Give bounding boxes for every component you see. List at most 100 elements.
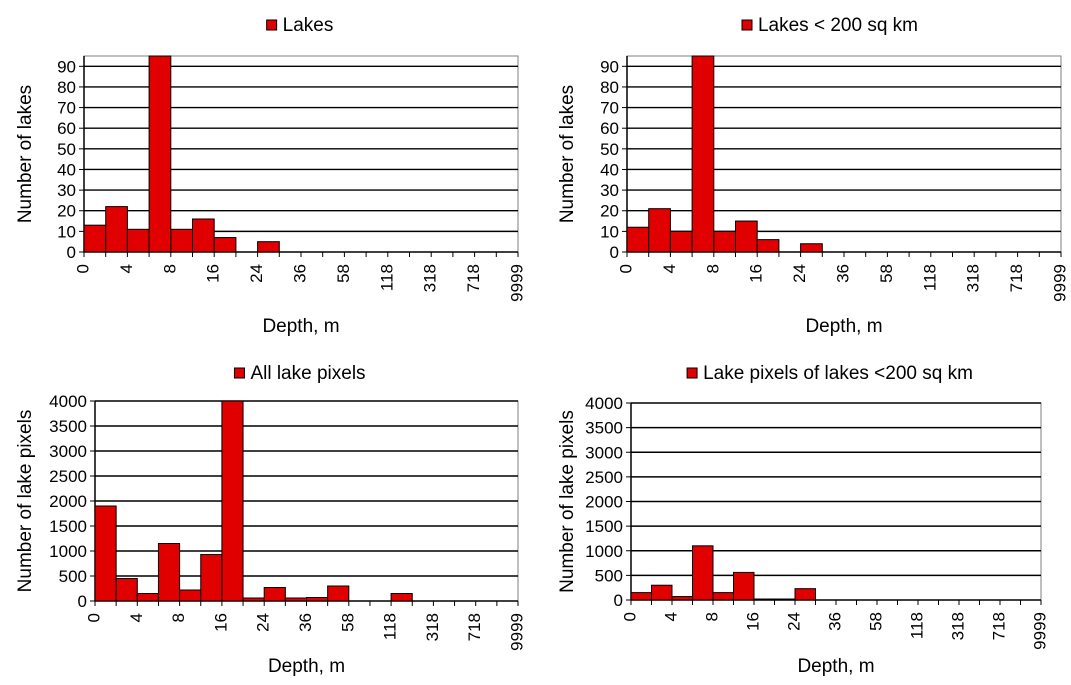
bar bbox=[756, 239, 780, 253]
y-tick-label: 1500 bbox=[585, 517, 623, 536]
bar bbox=[733, 571, 755, 601]
legend-label: All lake pixels bbox=[250, 363, 365, 384]
bar bbox=[669, 230, 693, 253]
y-tick-label: 500 bbox=[59, 567, 87, 586]
bar bbox=[691, 55, 715, 253]
legend-label: Lakes bbox=[283, 15, 334, 36]
y-tick-label: 60 bbox=[57, 119, 76, 138]
bar bbox=[800, 243, 823, 253]
x-tick-label: 58 bbox=[877, 264, 896, 283]
y-tick-label: 1000 bbox=[49, 542, 87, 561]
bar bbox=[126, 228, 150, 253]
bar bbox=[83, 224, 107, 253]
y-tick-label: 40 bbox=[57, 160, 76, 179]
x-axis-label: Depth, m bbox=[805, 316, 882, 337]
y-tick-label: 40 bbox=[600, 160, 619, 179]
y-axis-label: Number of lakes bbox=[557, 85, 578, 223]
bar bbox=[94, 505, 117, 602]
legend-swatch bbox=[266, 19, 278, 31]
x-tick-label: 0 bbox=[84, 613, 103, 622]
y-tick-label: 60 bbox=[600, 119, 619, 138]
bar bbox=[148, 55, 172, 253]
x-tick-label: 36 bbox=[290, 264, 309, 283]
bar bbox=[753, 598, 775, 601]
bar bbox=[157, 543, 181, 602]
bar bbox=[284, 597, 308, 602]
bar bbox=[242, 597, 265, 602]
x-tick-label: 9999 bbox=[507, 264, 526, 302]
bar bbox=[327, 585, 350, 602]
x-axis-label: Depth, m bbox=[797, 656, 874, 677]
y-tick-label: 2000 bbox=[585, 493, 623, 512]
y-tick-label: 10 bbox=[600, 222, 619, 241]
y-tick-label: 3000 bbox=[49, 442, 87, 461]
x-tick-label: 118 bbox=[907, 612, 926, 639]
bar bbox=[115, 578, 138, 602]
x-tick-label: 118 bbox=[381, 613, 400, 640]
legend-swatch bbox=[233, 367, 245, 379]
x-tick-label: 36 bbox=[833, 264, 852, 283]
y-tick-label: 0 bbox=[610, 243, 619, 262]
y-tick-label: 90 bbox=[57, 57, 76, 76]
x-tick-label: 36 bbox=[825, 612, 844, 631]
legend-swatch bbox=[686, 367, 698, 379]
y-tick-label: 1000 bbox=[585, 542, 623, 561]
x-tick-label: 8 bbox=[160, 264, 179, 273]
bar bbox=[390, 593, 413, 602]
x-tick-label: 718 bbox=[1007, 264, 1026, 292]
x-tick-label: 718 bbox=[465, 613, 484, 641]
bar bbox=[712, 592, 734, 601]
bar bbox=[221, 400, 244, 602]
y-tick-label: 70 bbox=[600, 99, 619, 118]
y-tick-label: 0 bbox=[78, 592, 87, 611]
y-tick-label: 90 bbox=[600, 57, 619, 76]
bar bbox=[170, 228, 194, 253]
x-tick-label: 9999 bbox=[1030, 612, 1049, 650]
x-tick-label: 318 bbox=[964, 264, 983, 292]
x-tick-label: 8 bbox=[703, 264, 722, 273]
x-tick-label: 24 bbox=[790, 264, 809, 283]
bar bbox=[630, 592, 652, 601]
x-tick-label: 0 bbox=[616, 264, 635, 273]
x-tick-label: 24 bbox=[247, 264, 266, 283]
x-tick-label: 16 bbox=[211, 613, 230, 632]
legend-label: Lake pixels of lakes <200 sq km bbox=[703, 363, 973, 384]
x-tick-label: 4 bbox=[117, 264, 136, 273]
y-tick-label: 50 bbox=[600, 140, 619, 159]
y-tick-label: 3000 bbox=[585, 443, 623, 462]
x-tick-label: 24 bbox=[254, 613, 273, 632]
bar bbox=[671, 596, 693, 601]
y-tick-label: 0 bbox=[67, 243, 76, 262]
x-tick-label: 58 bbox=[866, 612, 885, 631]
y-tick-label: 80 bbox=[57, 78, 76, 97]
bar bbox=[774, 598, 796, 601]
x-tick-label: 16 bbox=[204, 264, 223, 283]
y-axis-label: Number of lake pixels bbox=[557, 410, 578, 593]
x-tick-label: 318 bbox=[421, 264, 440, 292]
y-tick-label: 20 bbox=[57, 202, 76, 221]
x-tick-label: 9999 bbox=[1050, 264, 1069, 302]
y-tick-label: 3500 bbox=[49, 417, 87, 436]
x-tick-label: 9999 bbox=[507, 613, 526, 651]
x-tick-label: 0 bbox=[73, 264, 92, 273]
legend-swatch bbox=[741, 19, 753, 31]
x-tick-label: 318 bbox=[948, 612, 967, 640]
x-tick-label: 36 bbox=[296, 613, 315, 632]
bar bbox=[136, 593, 159, 602]
bar bbox=[263, 587, 286, 602]
bar bbox=[626, 226, 650, 253]
bar bbox=[213, 237, 237, 253]
x-tick-label: 16 bbox=[743, 612, 762, 631]
y-axis-label: Number of lakes bbox=[15, 85, 36, 223]
y-tick-label: 30 bbox=[600, 181, 619, 200]
x-tick-label: 118 bbox=[377, 264, 396, 291]
chart-panel-4: 0 500 1000 1500 2000 2500 3000 3500 4000 0 4 8 16 24 3… bbox=[557, 363, 1049, 677]
x-tick-label: 58 bbox=[338, 613, 357, 632]
y-tick-label: 500 bbox=[595, 566, 623, 585]
x-tick-label: 58 bbox=[334, 264, 353, 283]
x-tick-label: 318 bbox=[423, 613, 442, 641]
y-tick-label: 2500 bbox=[585, 468, 623, 487]
y-tick-label: 4000 bbox=[585, 394, 623, 413]
x-tick-label: 718 bbox=[464, 264, 483, 292]
